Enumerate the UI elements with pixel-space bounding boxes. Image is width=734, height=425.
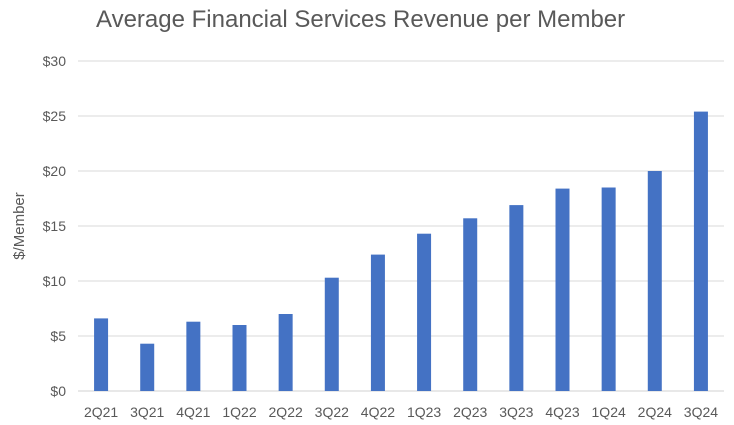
y-axis-ticks: $0 $5 $10 $15 $20 $25 $30	[43, 53, 67, 399]
bar-1Q24	[601, 187, 616, 391]
chart-title-text: Average Financial Services Revenue per M…	[96, 6, 626, 33]
y-tick-label: $30	[43, 53, 67, 69]
bar-3Q24	[693, 111, 708, 391]
x-tick-label: 1Q23	[407, 404, 441, 420]
x-tick-label: 2Q23	[453, 404, 487, 420]
bar-4Q23	[555, 188, 570, 391]
x-tick-label: 1Q22	[222, 404, 256, 420]
x-tick-label: 2Q21	[84, 404, 118, 420]
x-tick-label: 4Q22	[361, 404, 395, 420]
bar-1Q23	[417, 233, 432, 391]
x-tick-label: 3Q23	[499, 404, 533, 420]
bar-2Q24	[647, 171, 662, 391]
x-tick-label: 1Q24	[592, 404, 626, 420]
x-axis-ticks: 2Q21 3Q21 4Q21 1Q22 2Q22 3Q22 4Q22 1Q23 2Q23 3Q23…	[84, 404, 718, 420]
bar-2Q22	[278, 314, 293, 391]
bar-2Q23	[463, 218, 478, 391]
x-tick-label: 4Q23	[545, 404, 579, 420]
x-tick-label: 3Q21	[130, 404, 164, 420]
bar-1Q22	[232, 325, 247, 391]
x-tick-label: 2Q24	[638, 404, 672, 420]
bar-4Q21	[186, 321, 201, 391]
bar-2Q21	[94, 318, 109, 391]
x-tick-label: 3Q22	[315, 404, 349, 420]
y-tick-label: $15	[43, 218, 67, 234]
y-tick-label: $20	[43, 163, 67, 179]
x-tick-label: 3Q24	[684, 404, 718, 420]
gridlines	[78, 60, 724, 392]
y-tick-label: $0	[50, 383, 66, 399]
y-axis-label: $/Member	[11, 192, 28, 260]
bars	[94, 111, 708, 391]
bar-3Q21	[140, 343, 155, 391]
y-tick-label: $5	[50, 328, 66, 344]
y-tick-label: $10	[43, 273, 67, 289]
bar-3Q23	[509, 205, 524, 391]
x-tick-label: 4Q21	[176, 404, 210, 420]
x-tick-label: 2Q22	[269, 404, 303, 420]
y-tick-label: $25	[43, 108, 67, 124]
bar-3Q22	[324, 277, 339, 391]
bar-4Q22	[370, 254, 385, 391]
